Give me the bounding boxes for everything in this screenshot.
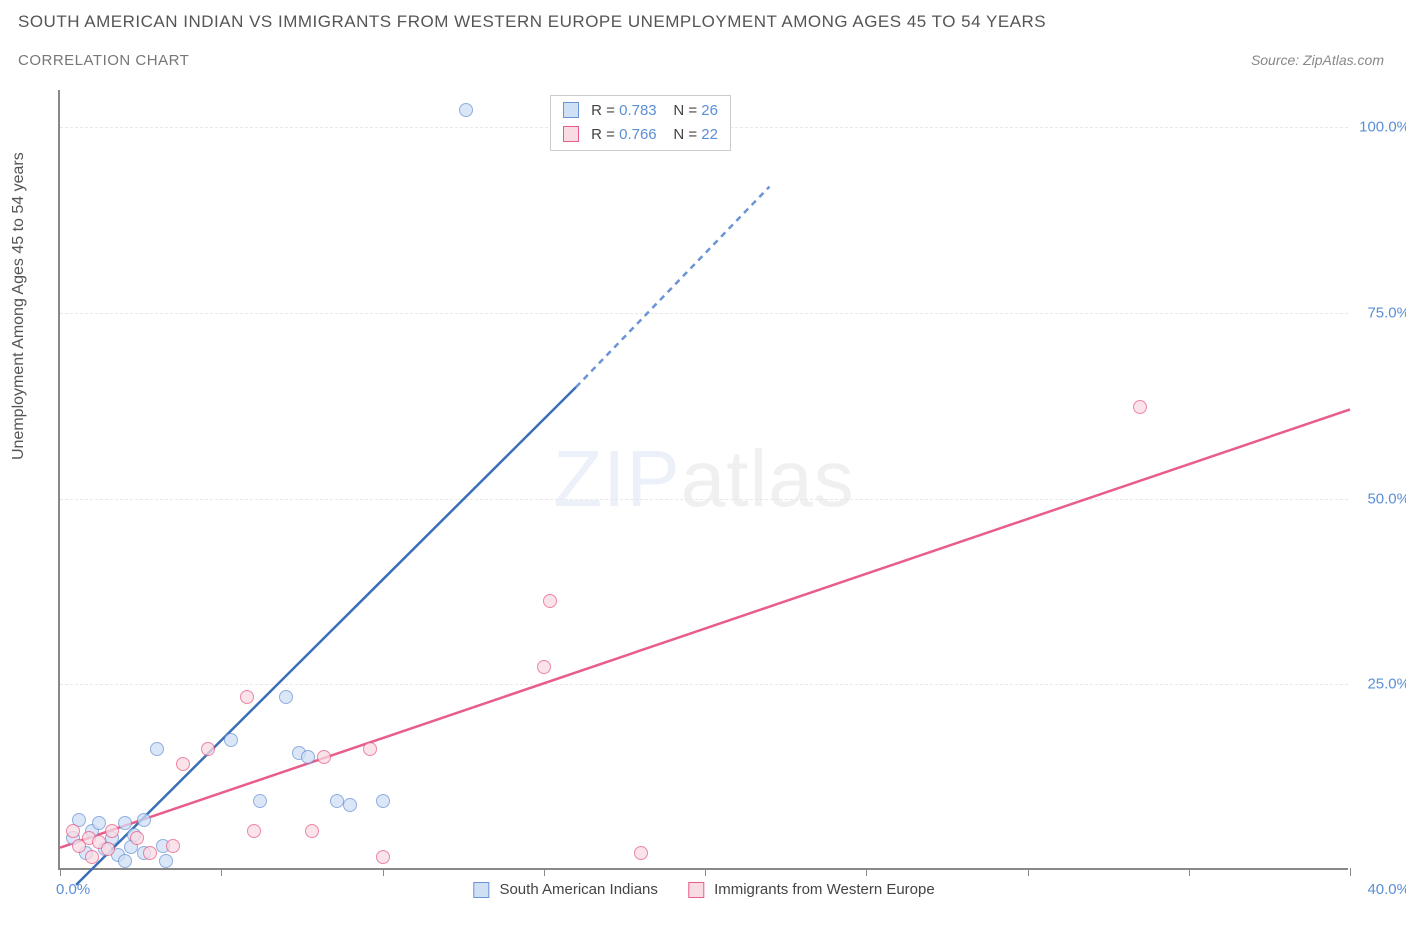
y-tick-label: 75.0% [1367, 304, 1406, 321]
r-label: R = [591, 126, 615, 143]
data-point-pink [317, 750, 331, 764]
legend-item-pink: Immigrants from Western Europe [688, 881, 935, 898]
swatch-blue [563, 102, 579, 118]
data-point-pink [176, 757, 190, 771]
x-tick [1350, 868, 1351, 876]
x-tick [866, 868, 867, 876]
data-point-pink [543, 594, 557, 608]
data-point-blue [330, 794, 344, 808]
r-value-blue: 0.783 [619, 102, 657, 119]
x-tick [705, 868, 706, 876]
legend-label-blue: South American Indians [499, 881, 657, 898]
x-tick [221, 868, 222, 876]
y-tick-label: 50.0% [1367, 490, 1406, 507]
data-point-pink [143, 846, 157, 860]
data-point-pink [66, 824, 80, 838]
watermark-atlas: atlas [681, 434, 855, 523]
data-point-blue [376, 794, 390, 808]
x-axis-max-label: 40.0% [1367, 881, 1406, 898]
chart-subtitle: CORRELATION CHART [18, 52, 189, 69]
data-point-pink [1133, 400, 1147, 414]
legend-swatch-pink [688, 882, 704, 898]
x-axis-min-label: 0.0% [56, 881, 90, 898]
y-axis-label: Unemployment Among Ages 45 to 54 years [10, 152, 28, 460]
gridline [60, 313, 1348, 314]
data-point-pink [130, 831, 144, 845]
watermark: ZIPatlas [553, 433, 854, 525]
x-tick [1189, 868, 1190, 876]
stats-row-blue: R = 0.783 N = 26 [563, 99, 718, 123]
gridline [60, 684, 1348, 685]
data-point-pink [537, 660, 551, 674]
data-point-pink [247, 824, 261, 838]
watermark-zip: ZIP [553, 434, 680, 523]
data-point-blue [92, 816, 106, 830]
r-value-pink: 0.766 [619, 126, 657, 143]
x-tick [383, 868, 384, 876]
swatch-pink [563, 126, 579, 142]
n-label: N = [673, 126, 697, 143]
data-point-blue [159, 854, 173, 868]
data-point-blue [301, 750, 315, 764]
trend-lines-layer [60, 90, 1348, 868]
data-point-pink [634, 846, 648, 860]
data-point-pink [376, 850, 390, 864]
y-tick-label: 25.0% [1367, 676, 1406, 693]
data-point-blue [253, 794, 267, 808]
gridline [60, 499, 1348, 500]
legend-label-pink: Immigrants from Western Europe [714, 881, 935, 898]
chart-title: SOUTH AMERICAN INDIAN VS IMMIGRANTS FROM… [18, 12, 1046, 32]
data-point-blue [150, 742, 164, 756]
data-point-blue [343, 798, 357, 812]
chart-plot-area: ZIPatlas 0.0% 40.0% R = 0.783 N = 26 R =… [58, 90, 1348, 870]
n-value-blue: 26 [701, 102, 718, 119]
x-tick [1028, 868, 1029, 876]
data-point-blue [118, 854, 132, 868]
data-point-pink [85, 850, 99, 864]
data-point-blue [137, 813, 151, 827]
data-point-blue [224, 733, 238, 747]
data-point-pink [305, 824, 319, 838]
data-point-pink [105, 824, 119, 838]
n-label: N = [673, 102, 697, 119]
data-point-pink [240, 690, 254, 704]
n-value-pink: 22 [701, 126, 718, 143]
y-tick-label: 100.0% [1359, 119, 1406, 136]
data-point-pink [363, 742, 377, 756]
source-attribution: Source: ZipAtlas.com [1251, 52, 1384, 68]
legend-swatch-blue [473, 882, 489, 898]
data-point-pink [201, 742, 215, 756]
x-tick [544, 868, 545, 876]
correlation-stats-box: R = 0.783 N = 26 R = 0.766 N = 22 [550, 95, 731, 151]
legend-bottom: South American Indians Immigrants from W… [473, 881, 934, 898]
data-point-blue [459, 103, 473, 117]
data-point-pink [101, 842, 115, 856]
data-point-blue [279, 690, 293, 704]
x-tick [60, 868, 61, 876]
legend-item-blue: South American Indians [473, 881, 658, 898]
r-label: R = [591, 102, 615, 119]
data-point-pink [166, 839, 180, 853]
stats-row-pink: R = 0.766 N = 22 [563, 123, 718, 147]
